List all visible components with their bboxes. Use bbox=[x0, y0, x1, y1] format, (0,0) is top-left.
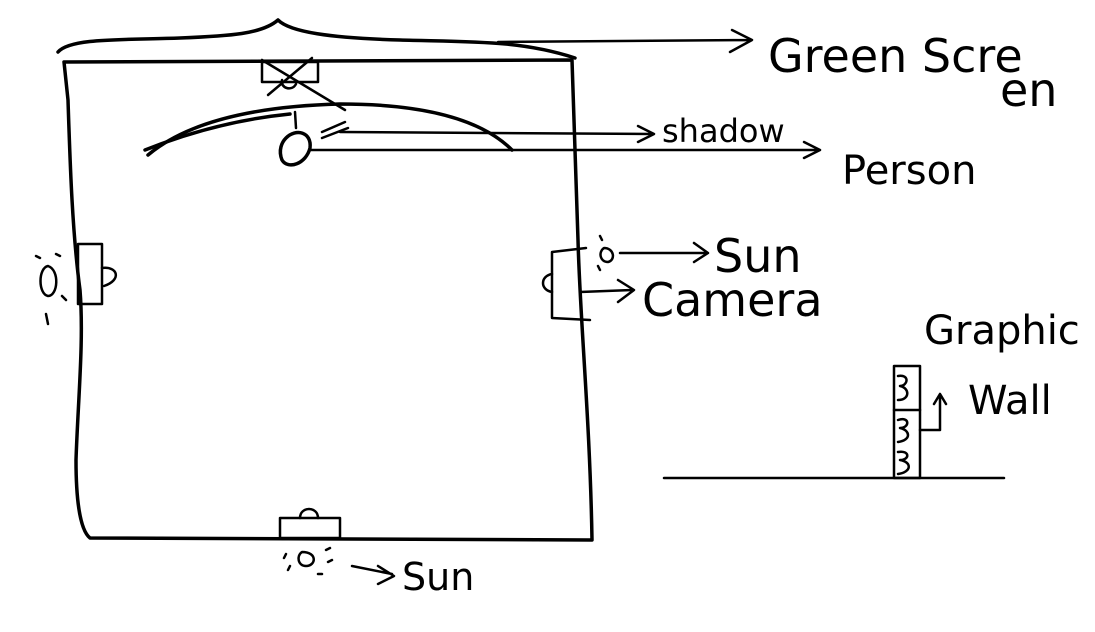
camera-label: Camera bbox=[642, 273, 823, 327]
arrow-icon bbox=[308, 140, 822, 160]
crossed-light-icon bbox=[260, 56, 347, 112]
person-label: Person bbox=[842, 148, 976, 194]
light-stand-icon bbox=[34, 242, 117, 326]
sun-icon bbox=[282, 546, 334, 576]
green-screen-label-line2: en bbox=[1000, 63, 1057, 117]
green-screen-label-line1: Green Scre bbox=[768, 29, 1023, 83]
graphic-wall-label-line2: Wall bbox=[968, 378, 1052, 424]
room-outline bbox=[62, 58, 594, 542]
arrow-icon bbox=[496, 28, 754, 54]
shadow-arc bbox=[146, 102, 514, 157]
shadow-label: shadow bbox=[662, 112, 785, 150]
arrow-icon bbox=[350, 564, 396, 586]
arrow-icon bbox=[338, 124, 656, 144]
arrow-icon bbox=[578, 278, 636, 304]
green-screen-curve bbox=[56, 18, 577, 60]
arrow-icon bbox=[618, 241, 710, 264]
sun-label-bottom: Sun bbox=[402, 555, 474, 599]
graphic-wall-label-line1: Graphic bbox=[924, 308, 1080, 354]
sun-icon bbox=[596, 234, 615, 272]
graphic-wall-diagram bbox=[662, 364, 1006, 480]
sun-label-right: Sun bbox=[714, 229, 802, 283]
camera-icon bbox=[541, 246, 592, 322]
light-stand-icon bbox=[278, 507, 342, 540]
person-icon bbox=[278, 130, 312, 167]
